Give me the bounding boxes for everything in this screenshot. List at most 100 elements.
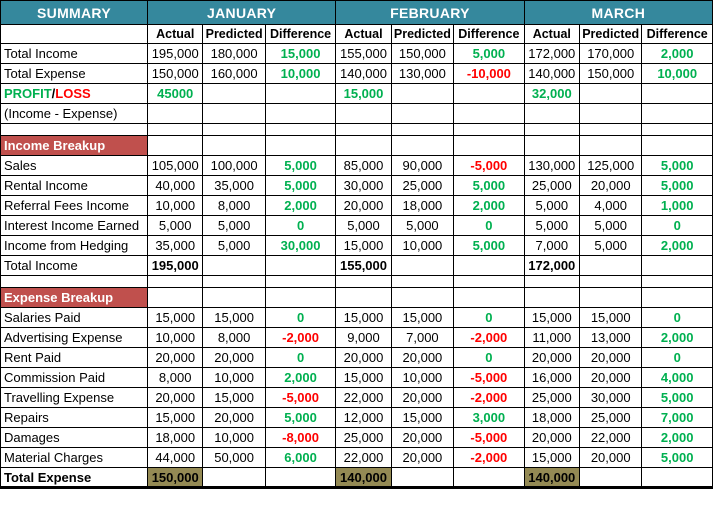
table-cell[interactable]: [390, 287, 455, 308]
table-cell[interactable]: [641, 123, 713, 136]
table-cell[interactable]: [453, 287, 525, 308]
table-cell[interactable]: 5,000: [202, 235, 266, 256]
table-cell[interactable]: [578, 83, 643, 104]
table-cell[interactable]: 105,000: [147, 155, 204, 176]
row-label-cell[interactable]: Travelling Expense: [0, 387, 149, 408]
table-cell[interactable]: 4,000: [641, 367, 713, 388]
table-cell[interactable]: [641, 103, 713, 124]
table-cell[interactable]: [578, 287, 643, 308]
table-cell[interactable]: 0: [453, 215, 525, 236]
table-cell[interactable]: [578, 103, 643, 124]
table-cell[interactable]: [453, 83, 525, 104]
table-cell[interactable]: [453, 103, 525, 124]
table-cell[interactable]: [390, 467, 455, 488]
table-cell[interactable]: 85,000: [335, 155, 392, 176]
table-cell[interactable]: [578, 467, 643, 488]
row-label-cell[interactable]: [0, 123, 149, 136]
table-cell[interactable]: 45000: [147, 83, 204, 104]
table-cell[interactable]: 3,000: [453, 407, 525, 428]
table-cell[interactable]: 15,000: [390, 307, 455, 328]
table-cell[interactable]: 20,000: [523, 347, 580, 368]
table-cell[interactable]: 5,000: [453, 175, 525, 196]
column-header-actual[interactable]: Actual: [335, 24, 392, 44]
table-cell[interactable]: -2,000: [453, 447, 525, 468]
table-cell[interactable]: 170,000: [578, 43, 643, 64]
table-cell[interactable]: 155,000: [335, 255, 392, 276]
table-cell[interactable]: 5,000: [335, 215, 392, 236]
table-cell[interactable]: [641, 135, 713, 156]
table-cell[interactable]: 5,000: [523, 215, 580, 236]
row-label-cell[interactable]: Repairs: [0, 407, 149, 428]
table-cell[interactable]: 35,000: [147, 235, 204, 256]
table-cell[interactable]: 150,000: [147, 63, 204, 84]
table-cell[interactable]: 20,000: [147, 387, 204, 408]
table-cell[interactable]: 18,000: [523, 407, 580, 428]
table-cell[interactable]: 8,000: [202, 327, 266, 348]
table-cell[interactable]: 2,000: [264, 195, 337, 216]
table-cell[interactable]: 25,000: [523, 175, 580, 196]
table-cell[interactable]: 0: [641, 347, 713, 368]
table-cell[interactable]: 6,000: [264, 447, 337, 468]
column-header-difference[interactable]: Difference: [264, 24, 337, 44]
table-cell[interactable]: [202, 103, 266, 124]
table-cell[interactable]: 5,000: [578, 215, 643, 236]
table-cell[interactable]: 5,000: [202, 215, 266, 236]
table-cell[interactable]: [147, 123, 204, 136]
table-cell[interactable]: 15,000: [335, 367, 392, 388]
table-cell[interactable]: 8,000: [202, 195, 266, 216]
table-cell[interactable]: 10,000: [147, 327, 204, 348]
table-cell[interactable]: 125,000: [578, 155, 643, 176]
table-cell[interactable]: -8,000: [264, 427, 337, 448]
table-cell[interactable]: 150,000: [147, 467, 204, 488]
table-cell[interactable]: [523, 123, 580, 136]
table-cell[interactable]: 7,000: [641, 407, 713, 428]
table-cell[interactable]: [202, 123, 266, 136]
table-cell[interactable]: [523, 135, 580, 156]
row-label-cell[interactable]: Total Expense: [0, 467, 149, 488]
table-cell[interactable]: -5,000: [264, 387, 337, 408]
table-cell[interactable]: [641, 83, 713, 104]
column-header-predicted[interactable]: Predicted: [390, 24, 455, 44]
table-cell[interactable]: 22,000: [335, 387, 392, 408]
table-cell[interactable]: [578, 255, 643, 276]
table-cell[interactable]: 140,000: [523, 63, 580, 84]
table-cell[interactable]: 195,000: [147, 43, 204, 64]
table-cell[interactable]: [390, 123, 455, 136]
table-cell[interactable]: 172,000: [523, 43, 580, 64]
table-cell[interactable]: [147, 135, 204, 156]
table-cell[interactable]: 10,000: [202, 367, 266, 388]
table-cell[interactable]: [264, 287, 337, 308]
table-cell[interactable]: 5,000: [390, 215, 455, 236]
table-cell[interactable]: [453, 123, 525, 136]
table-cell[interactable]: 25,000: [523, 387, 580, 408]
table-cell[interactable]: 5,000: [147, 215, 204, 236]
table-cell[interactable]: 10,000: [264, 63, 337, 84]
table-cell[interactable]: [202, 83, 266, 104]
table-cell[interactable]: 5,000: [641, 175, 713, 196]
table-cell[interactable]: 5,000: [641, 387, 713, 408]
table-cell[interactable]: [641, 275, 713, 288]
table-cell[interactable]: 11,000: [523, 327, 580, 348]
row-label-cell[interactable]: PROFIT/LOSS: [0, 83, 149, 104]
row-label-cell[interactable]: Advertising Expense: [0, 327, 149, 348]
row-label-cell[interactable]: Salaries Paid: [0, 307, 149, 328]
table-cell[interactable]: 30,000: [335, 175, 392, 196]
table-cell[interactable]: [390, 255, 455, 276]
table-cell[interactable]: [335, 103, 392, 124]
table-cell[interactable]: 10,000: [390, 367, 455, 388]
table-cell[interactable]: 5,000: [578, 235, 643, 256]
table-cell[interactable]: [335, 123, 392, 136]
table-cell[interactable]: 44,000: [147, 447, 204, 468]
table-cell[interactable]: -5,000: [453, 427, 525, 448]
month-header-february[interactable]: FEBRUARY: [335, 0, 525, 25]
table-cell[interactable]: 50,000: [202, 447, 266, 468]
summary-header-cell[interactable]: SUMMARY: [0, 0, 149, 25]
table-cell[interactable]: 5,000: [453, 43, 525, 64]
table-cell[interactable]: [147, 275, 204, 288]
table-cell[interactable]: [335, 275, 392, 288]
column-header-actual[interactable]: Actual: [147, 24, 204, 44]
section-header-cell[interactable]: Income Breakup: [0, 135, 149, 156]
table-cell[interactable]: [641, 467, 713, 488]
table-cell[interactable]: [578, 275, 643, 288]
table-cell[interactable]: 15,000: [335, 307, 392, 328]
